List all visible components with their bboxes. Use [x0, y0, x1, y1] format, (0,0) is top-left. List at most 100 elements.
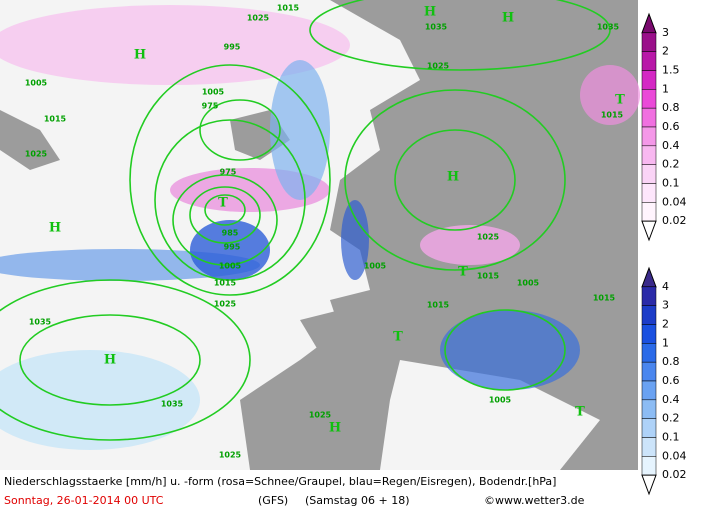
legend-swatch: [641, 70, 657, 90]
legend-swatch: [641, 126, 657, 147]
legend-swatch: [641, 305, 657, 325]
isobar-label: 1005: [364, 262, 387, 271]
isobar: [444, 309, 566, 391]
isobars: [0, 0, 611, 441]
isobar-label: 1015: [44, 115, 67, 124]
pressure-center: T: [575, 405, 585, 420]
pressure-center: T: [615, 93, 625, 108]
isobar: [154, 119, 306, 281]
pressure-center: H: [502, 11, 514, 26]
legend-label: 0.02: [662, 214, 687, 227]
legend-swatch: [641, 324, 657, 344]
legend-swatch: [641, 32, 657, 52]
isobar-label: 1035: [161, 400, 184, 409]
isobar-label: 1025: [219, 451, 242, 460]
isobar-label: 1025: [427, 62, 450, 71]
legend-swatch: [641, 399, 657, 419]
legend-swatch: [641, 437, 657, 457]
pressure-center: H: [329, 421, 341, 436]
isobar-label: 1015: [593, 294, 616, 303]
isobar: [199, 99, 281, 161]
legend-label: 0.1: [662, 177, 680, 190]
legend-label: 4: [662, 280, 669, 293]
footer-date: Sonntag, 26-01-2014 00 UTC: [4, 494, 164, 507]
legend-label: 2: [662, 45, 669, 58]
rain-area: [440, 310, 580, 390]
isobar-label: 1005: [219, 262, 242, 271]
footer-model: (GFS): [258, 494, 288, 507]
pressure-center: H: [104, 353, 116, 368]
legend-label: 0.1: [662, 431, 680, 444]
isobar-label: 1025: [214, 300, 237, 309]
legend-label: 0.04: [662, 195, 687, 208]
isobar-label: 1025: [25, 150, 48, 159]
legend-swatch: [641, 418, 657, 438]
legend-label: 0.2: [662, 158, 680, 171]
isobar-label: 1015: [427, 301, 450, 310]
legend-label: 0.4: [662, 139, 680, 152]
isobar: [189, 186, 261, 244]
isobar-label: 985: [222, 229, 239, 238]
map: [0, 0, 640, 470]
isobar: [129, 64, 331, 296]
legend-swatch: [641, 51, 657, 71]
footer-description: Niederschlagsstaerke [mm/h] u. -form (ro…: [4, 475, 556, 488]
isobar-label: 995: [224, 43, 241, 52]
pressure-center: H: [424, 5, 436, 20]
isobar-label: 1025: [477, 233, 500, 242]
legend-label: 0.8: [662, 101, 680, 114]
footer: Niederschlagsstaerke [mm/h] u. -form (ro…: [0, 472, 638, 513]
legends: 3 2 1.5 1 0.8 0.6 0.4 0.2 0.1 0.04 0.02 4 3 2 1 0.8 0.6 0…: [641, 12, 687, 496]
isobar-label: 975: [202, 102, 219, 111]
legend-swatch: [641, 164, 657, 184]
isobar-label: 1035: [597, 23, 620, 32]
snow-area: [0, 5, 350, 85]
sea: [380, 360, 600, 470]
legend-swatch: [641, 361, 657, 382]
legend-label: 3: [662, 299, 669, 312]
pressure-center: H: [134, 48, 146, 63]
land: [300, 300, 400, 370]
legend-swatch: [641, 202, 657, 222]
legend-label: 1: [662, 336, 669, 349]
isobar-label: 1035: [425, 23, 448, 32]
rain-area: [341, 200, 369, 280]
isobar-label: 1015: [277, 4, 300, 13]
legend-label: 0.8: [662, 355, 680, 368]
isobar-label: 1015: [214, 279, 237, 288]
legend-label: 1: [662, 82, 669, 95]
pressure-center: T: [458, 265, 468, 280]
isobar-label: 1005: [25, 79, 48, 88]
isobar-label: 1025: [309, 411, 332, 420]
legend-label: 0.04: [662, 449, 687, 462]
isobar: [344, 89, 566, 271]
isobar: [19, 314, 201, 406]
pressure-center: T: [218, 196, 228, 211]
legend-label: 0.2: [662, 412, 680, 425]
legend-swatch: [641, 107, 657, 128]
isobar-label: 1025: [247, 14, 270, 23]
isobar: [309, 0, 611, 71]
rain-area: [270, 60, 330, 200]
footer-credit: ©www.wetter3.de: [484, 494, 585, 507]
footer-run: (Samstag 06 + 18): [305, 494, 410, 507]
legend-swatch: [641, 145, 657, 165]
isobar-label: 1015: [601, 111, 624, 120]
legend-label: 0.6: [662, 374, 680, 387]
footer-background: [0, 472, 638, 513]
land: [0, 110, 60, 170]
isobar: [204, 194, 246, 226]
isobar-label: 975: [220, 168, 237, 177]
pressure-center: H: [447, 170, 459, 185]
legend-label: 2: [662, 318, 669, 331]
legend-swatch: [641, 183, 657, 203]
isobar: [0, 279, 251, 441]
legend-label: 0.6: [662, 120, 680, 133]
snow-area: [420, 225, 520, 265]
legend-swatch: [641, 89, 657, 109]
isobar: [172, 174, 278, 266]
rain-area: [0, 350, 200, 450]
legend-label: 3: [662, 26, 669, 39]
legend-label: 1.5: [662, 64, 680, 77]
